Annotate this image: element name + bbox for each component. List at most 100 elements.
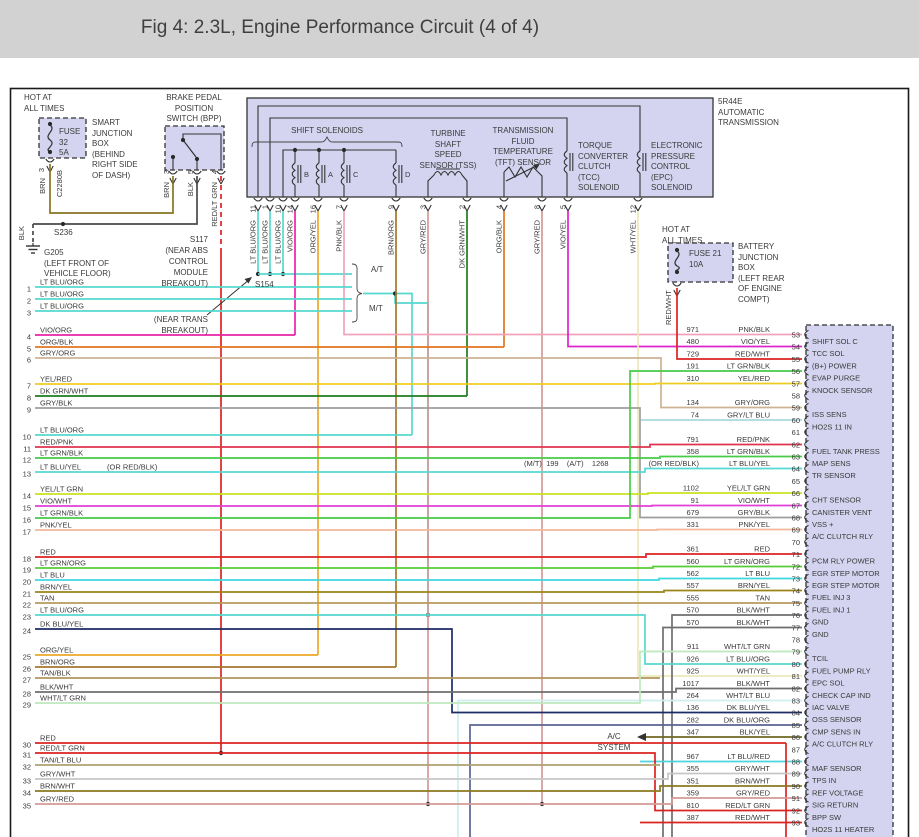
row-number: 31 — [23, 751, 31, 760]
top-pin-number: 8 — [533, 205, 542, 209]
wire-path — [671, 614, 802, 837]
pcm-pin-function: VSS + — [812, 520, 834, 529]
circuit-number: 359 — [686, 789, 699, 798]
arrow — [500, 204, 505, 212]
row-wire-color: LT BLU/ORG — [40, 302, 84, 311]
pcm-wire-color: YEL/LT GRN — [727, 484, 770, 493]
pcm-pin-number: 89 — [792, 770, 800, 779]
pcm-pin-function: HO2S 11 HEATER — [812, 825, 875, 834]
circuit-number: 191 — [686, 362, 699, 371]
hot-at-all-times-left: HOT AT ALL TIMES — [24, 93, 65, 113]
connector-arc — [804, 817, 809, 828]
pcm-pin-function: (B+) POWER — [812, 362, 857, 371]
pcm-pin-number: 82 — [792, 685, 800, 694]
row-number: 15 — [23, 504, 31, 513]
pcm-pin-number: 65 — [792, 477, 800, 486]
arrow — [564, 204, 569, 212]
diagram-border — [9, 87, 910, 837]
row-wire-color: ORG/BLK — [40, 338, 73, 347]
connector-arc — [499, 197, 509, 202]
row-wire-note: (OR RED/BLK) — [107, 463, 158, 472]
connector-arc — [804, 683, 809, 694]
fuse21-wire-color: RED/WHT — [664, 290, 673, 325]
row-wire-color: DK BLU/YEL — [40, 620, 83, 629]
pcm-pin-number: 67 — [792, 502, 800, 511]
arrow — [538, 204, 543, 212]
pcm-pin-number: 62 — [792, 441, 800, 450]
bpp-switch-label: BRAKE PEDAL POSITION SWITCH (BPP) — [166, 93, 222, 123]
row-wire-color: LT GRN/ORG — [40, 559, 86, 568]
circuit-number: 361 — [686, 545, 699, 554]
circuit-number: 967 — [686, 752, 699, 761]
wire-run — [35, 553, 802, 558]
row-number: 10 — [23, 433, 31, 442]
pcm-wire-color: BRN/YEL — [738, 581, 770, 590]
top-pin-wire-color: BRN/ORG — [387, 220, 396, 255]
top-pin-number: 1 — [261, 205, 270, 209]
circuit-number: 679 — [686, 508, 699, 517]
pcm-pin-number: 85 — [792, 721, 800, 730]
wire-run — [35, 785, 802, 792]
bpp-pin-wire-color: BLK — [186, 182, 195, 196]
pcm-pin-function: FUEL INJ 3 — [812, 593, 850, 602]
connector-arc — [804, 402, 809, 413]
row-wire-color: DK GRN/WHT — [40, 387, 89, 396]
row-wire-color: TAN/LT BLU — [40, 756, 81, 765]
connector-arc — [563, 197, 573, 202]
wire-run — [35, 565, 802, 569]
brace — [251, 135, 403, 148]
connector-arc — [313, 197, 323, 202]
top-pin-number: 2 — [458, 205, 467, 209]
circuit-number: 74 — [691, 411, 699, 420]
pcm-pin-number: 56 — [792, 367, 800, 376]
wire-run — [35, 492, 802, 495]
pcm-pin-number: 69 — [792, 526, 800, 535]
pcm-pin-number: 58 — [792, 392, 800, 401]
wire-run — [35, 752, 802, 812]
pcm-pin-number: 57 — [792, 380, 800, 389]
pcm-pin-function: KNOCK SENSOR — [812, 386, 873, 395]
row-number: 11 — [23, 445, 31, 454]
wire-path — [637, 211, 802, 677]
pointer-line — [206, 278, 251, 316]
wire-run — [35, 650, 802, 704]
top-pin-wire-color: DK GRN/WHT — [458, 220, 467, 269]
row-number: 14 — [23, 492, 31, 501]
row-wire-color: BLK/WHT — [40, 683, 74, 692]
pcm-pin-function: EGR STEP MOTOR — [812, 569, 880, 578]
connector-arc — [168, 170, 178, 175]
row-number: 17 — [23, 528, 31, 537]
circuit-number: 134 — [686, 398, 699, 407]
connector-arc — [804, 378, 809, 389]
connector-arc — [804, 390, 809, 401]
connector-arc — [391, 197, 401, 202]
brn-wire — [49, 164, 174, 214]
connector-arc — [804, 732, 809, 742]
pcm-pin-number: 68 — [792, 514, 800, 523]
wire-run — [35, 687, 802, 693]
pcm-wire-color: PNK/YEL — [738, 520, 770, 529]
row-wire-color: RED/PNK — [40, 438, 73, 447]
arrow — [279, 204, 284, 212]
pcm-pin-number: 55 — [792, 355, 800, 364]
row-number: 34 — [23, 789, 31, 798]
arrow — [567, 204, 572, 212]
row-number: 4 — [27, 333, 31, 342]
pcm-wire-color: PNK/BLK — [738, 325, 770, 334]
solenoid-letter: C — [353, 170, 359, 179]
row-wire-color: WHT/LT GRN — [40, 694, 86, 703]
pcm-wire-color: LT GRN/BLK — [727, 362, 770, 371]
arrow — [392, 204, 397, 212]
splice-dot — [292, 147, 298, 153]
pcm-pin-number: 70 — [792, 538, 800, 547]
wire-path — [427, 174, 435, 198]
pcm-wire-color: BLK/WHT — [737, 679, 771, 688]
arrow — [294, 204, 299, 212]
pcm-pin-function: ISS SENS — [812, 410, 847, 419]
row-number: 21 — [23, 590, 31, 599]
pcm-wire-color: VIO/WHT — [738, 496, 770, 505]
pcm-wire-color: GRY/WHT — [735, 764, 771, 773]
pcm-wire-color: LT BLU/RED — [727, 752, 770, 761]
hot-at-all-times-right: HOT AT ALL TIMES — [662, 225, 703, 245]
